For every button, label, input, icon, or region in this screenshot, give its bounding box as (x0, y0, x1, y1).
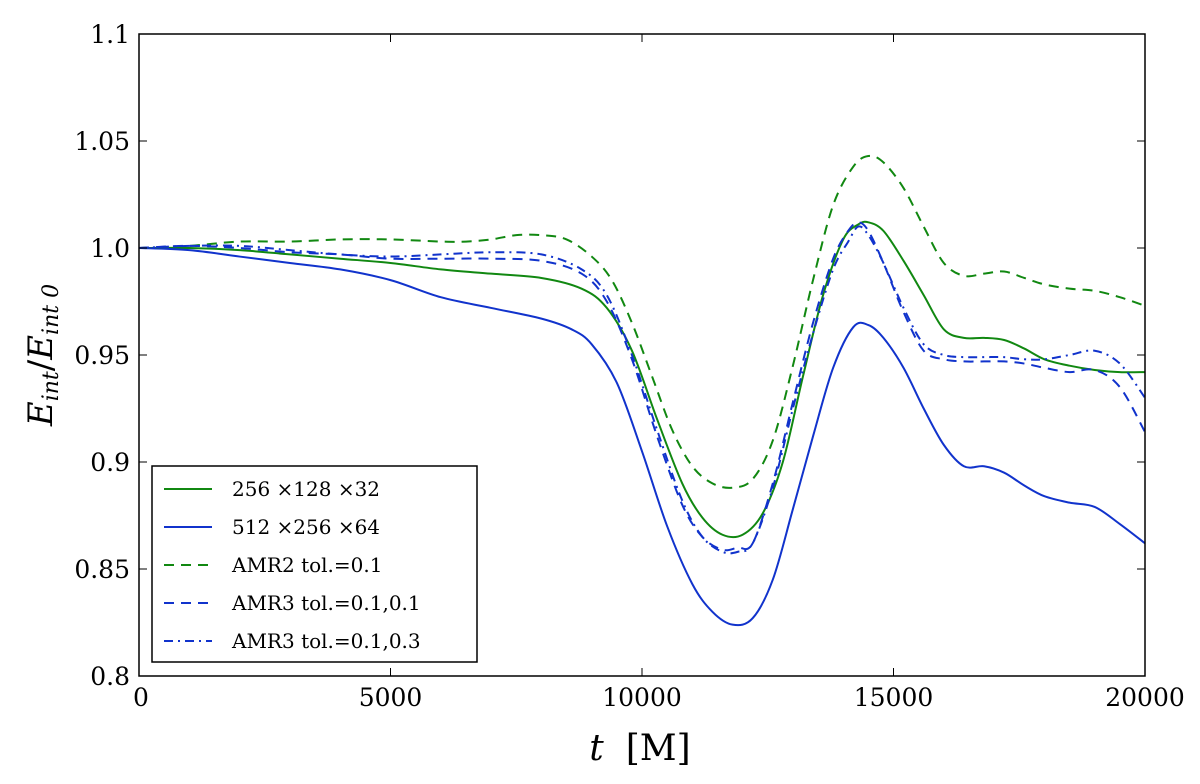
legend-label-3: AMR2 tol.=0.1 (231, 553, 382, 577)
series-line-4 (139, 221, 1145, 552)
x-tick-label: 0 (133, 683, 149, 712)
series-line-5 (139, 225, 1145, 555)
x-axis-label: t [M] (589, 728, 690, 769)
y-tick-label: 0.9 (90, 448, 130, 477)
tick-layer: 0 5000 10000 15000 20000 0.8 0.85 0.9 0.95 1.0 1.0… (74, 20, 1184, 712)
y-axis-label: Eint/Eint 0 (21, 284, 64, 427)
y-tick-label: 1.0 (90, 234, 130, 263)
series-layer (139, 154, 1145, 627)
legend-label-5: AMR3 tol.=0.1,0.3 (231, 629, 421, 653)
x-tick-label: 5000 (359, 683, 423, 712)
legend-label-2: 512 ×256 ×64 (232, 515, 380, 539)
legend-label-4: AMR3 tol.=0.1,0.1 (231, 591, 421, 615)
series-line-1 (139, 220, 1145, 539)
y-tick-label: 1.1 (90, 20, 130, 49)
series-line-3 (139, 154, 1145, 489)
plot-frame (138, 33, 1146, 677)
x-tick-label: 15000 (854, 683, 934, 712)
y-tick-label: 0.95 (74, 341, 130, 370)
x-tick-label: 20000 (1105, 683, 1185, 712)
legend-label-1: 256 ×128 ×32 (232, 477, 380, 501)
y-tick-label: 0.8 (90, 662, 130, 691)
series-line-2 (139, 247, 1145, 627)
x-tick-label: 10000 (602, 683, 682, 712)
legend: 256 ×128 ×32 512 ×256 ×64 AMR2 tol.=0.1 AMR… (151, 465, 478, 663)
y-tick-label: 1.05 (74, 127, 130, 156)
y-tick-label: 0.85 (74, 555, 130, 584)
